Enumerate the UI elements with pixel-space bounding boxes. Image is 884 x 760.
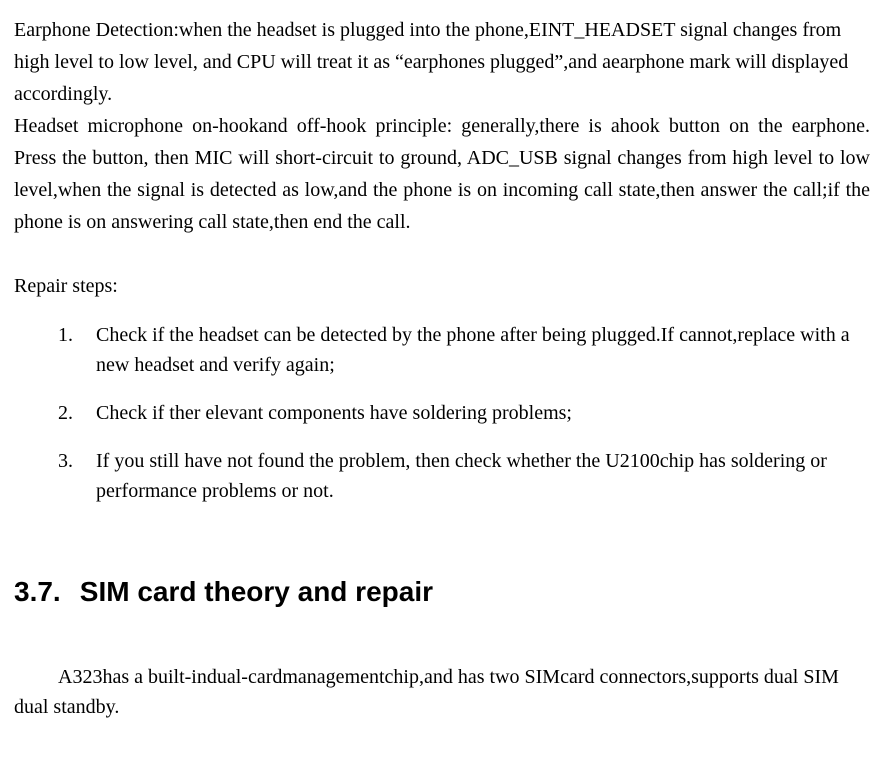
list-item-number: 1.	[58, 320, 73, 350]
list-item-text: Check if the headset can be detected by …	[96, 320, 870, 380]
section-heading: 3.7. SIM card theory and repair	[14, 576, 870, 608]
list-item: 1. Check if the headset can be detected …	[86, 320, 870, 380]
list-item-number: 2.	[58, 398, 73, 428]
repair-steps-heading: Repair steps:	[14, 270, 870, 302]
list-item-number: 3.	[58, 446, 73, 476]
list-item-text: Check if ther elevant components have so…	[96, 398, 870, 428]
list-item-text: If you still have not found the problem,…	[96, 446, 870, 506]
list-item: 2. Check if ther elevant components have…	[86, 398, 870, 428]
document-page: Earphone Detection:when the headset is p…	[0, 0, 884, 752]
sim-card-paragraph: A323has a built-indual-cardmanagementchi…	[14, 662, 870, 722]
list-item: 3. If you still have not found the probl…	[86, 446, 870, 506]
repair-steps-list: 1. Check if the headset can be detected …	[14, 320, 870, 506]
section-title: SIM card theory and repair	[80, 576, 433, 607]
section-number: 3.7.	[14, 576, 72, 608]
blank-line	[14, 238, 870, 270]
earphone-detection-paragraph: Earphone Detection:when the headset is p…	[14, 14, 870, 110]
headset-mic-paragraph: Headset microphone on-hookand off-hook p…	[14, 110, 870, 238]
